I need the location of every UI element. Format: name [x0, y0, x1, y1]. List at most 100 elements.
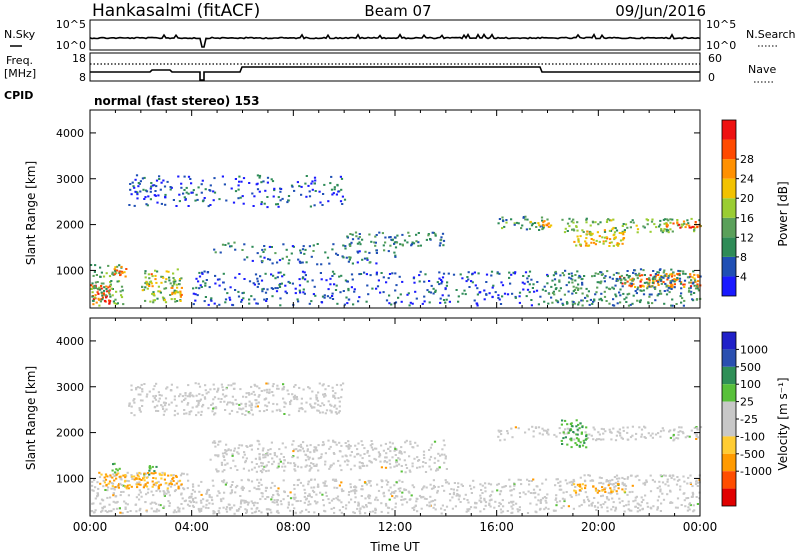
velocity-cell	[541, 482, 544, 485]
power-cell	[169, 282, 172, 285]
velocity-cell	[436, 489, 439, 492]
velocity-cell	[405, 439, 408, 442]
power-cell	[442, 272, 446, 275]
power-cell	[166, 180, 169, 183]
power-cell	[485, 273, 489, 276]
velocity-cell	[104, 509, 107, 512]
velocity-cell	[148, 473, 151, 476]
power-cell	[547, 222, 550, 225]
power-cell	[298, 289, 301, 292]
velocity-cell	[573, 480, 576, 483]
velocity-cell	[483, 499, 486, 502]
power-cell	[291, 245, 294, 248]
power-cell	[577, 276, 580, 279]
velocity-cell	[632, 500, 635, 503]
velocity-cell	[644, 426, 647, 429]
velocity-cell	[610, 489, 613, 492]
velocity-cell	[163, 505, 166, 508]
power-cell	[691, 298, 694, 301]
velocity-cell	[587, 498, 590, 501]
velocity-cell	[623, 478, 626, 480]
power-cell	[543, 285, 546, 288]
power-cell	[554, 283, 557, 286]
velocity-cell	[347, 443, 350, 446]
velocity-cell	[155, 482, 158, 484]
power-cell	[260, 203, 263, 206]
velocity-cell	[624, 484, 628, 487]
velocity-cell	[361, 485, 364, 488]
power-cell	[271, 287, 275, 290]
power-cell	[320, 278, 323, 281]
velocity-cell	[231, 402, 235, 405]
velocity-cell	[395, 464, 398, 467]
power-cell	[366, 257, 369, 260]
velocity-cell	[244, 499, 247, 502]
power-cell	[622, 292, 625, 295]
velocity-cell	[105, 474, 108, 477]
velocity-cell	[561, 443, 564, 445]
power-cell	[438, 244, 441, 247]
power-cell	[548, 292, 551, 295]
velocity-cell	[681, 430, 684, 433]
velocity-cell	[662, 429, 665, 432]
power-cell	[204, 188, 207, 191]
velocity-cell	[404, 498, 407, 501]
velocity-cell	[660, 502, 663, 505]
velocity-cell	[609, 487, 612, 490]
power-cell	[171, 293, 174, 296]
power-cell	[525, 228, 528, 231]
velocity-cell	[306, 455, 309, 458]
power-cell	[539, 295, 542, 298]
power-cell	[171, 284, 174, 287]
velocity-cell	[139, 410, 142, 413]
power-cell	[638, 274, 642, 277]
power-cell	[183, 196, 186, 199]
velocity-cell	[243, 501, 246, 504]
velocity-cell	[675, 483, 679, 486]
power-cell	[363, 257, 367, 260]
velocity-cell	[474, 506, 478, 509]
power-cell	[185, 191, 188, 194]
power-cell	[200, 183, 203, 186]
power-cell	[639, 289, 642, 292]
velocity-cell	[119, 494, 122, 497]
velocity-cell	[361, 457, 364, 460]
power-cell	[150, 185, 153, 188]
velocity-cell	[375, 496, 378, 499]
velocity-cell	[299, 500, 302, 502]
velocity-colorbar-tick-label: -25	[740, 413, 758, 426]
power-cell	[542, 223, 545, 226]
velocity-cell	[224, 451, 227, 454]
velocity-cell	[500, 511, 503, 514]
velocity-cell	[310, 466, 313, 469]
velocity-cell	[433, 486, 436, 488]
velocity-cell	[455, 494, 458, 497]
power-cell	[511, 292, 514, 295]
velocity-cell	[281, 388, 284, 391]
velocity-cell	[544, 506, 547, 509]
freq-left-tick-bottom: 8	[79, 71, 86, 84]
velocity-cell	[451, 507, 454, 510]
velocity-cell	[442, 439, 445, 442]
velocity-cell	[141, 388, 144, 391]
power-cell	[615, 229, 619, 232]
velocity-cell	[223, 395, 226, 398]
velocity-cell	[225, 453, 228, 456]
velocity-cell	[522, 491, 525, 494]
power-cell	[429, 238, 432, 240]
power-cell	[351, 262, 354, 265]
velocity-cell	[266, 405, 269, 408]
velocity-cell	[157, 480, 160, 483]
power-cell	[260, 279, 264, 282]
power-cell	[521, 281, 524, 284]
velocity-cell	[441, 504, 444, 507]
power-cell	[667, 284, 670, 287]
velocity-cell	[539, 507, 542, 510]
power-cell	[652, 279, 655, 282]
power-cell	[648, 279, 651, 282]
velocity-cell	[195, 394, 198, 397]
velocity-cell	[271, 481, 274, 484]
velocity-cell	[647, 432, 650, 435]
power-cell	[658, 276, 661, 279]
power-cell	[550, 296, 553, 299]
